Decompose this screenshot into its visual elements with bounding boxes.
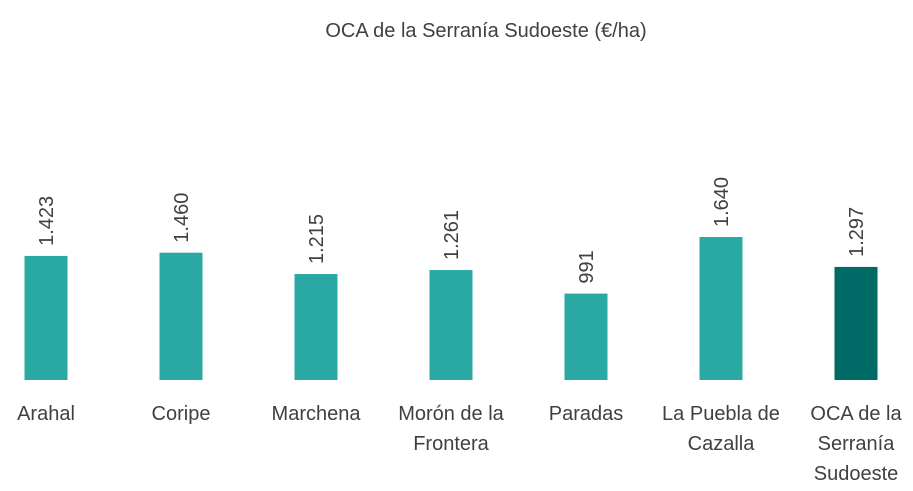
chart-title: OCA de la Serranía Sudoeste (€/ha) <box>325 20 646 42</box>
data-label: 1.215 <box>306 214 328 264</box>
data-label: 991 <box>576 250 598 283</box>
bar <box>159 252 203 380</box>
x-tick-label: OCA de la Serranía Sudoeste <box>810 403 902 485</box>
data-label: 1.640 <box>711 177 733 227</box>
data-label: 1.261 <box>441 210 463 260</box>
x-tick-label: Paradas <box>548 403 624 425</box>
bar <box>699 237 743 380</box>
data-label: 1.460 <box>171 193 193 243</box>
bar <box>294 274 338 380</box>
bar <box>24 255 68 380</box>
bar <box>564 293 608 380</box>
bar <box>429 270 473 380</box>
x-tick-label: Marchena <box>271 403 361 425</box>
bar <box>834 266 878 380</box>
x-tick-label: La Puebla de Cazalla <box>662 403 780 455</box>
x-tick-label: Morón de la Frontera <box>398 403 504 455</box>
x-tick-label: Arahal <box>17 403 75 425</box>
x-tick-label: Coripe <box>151 403 211 425</box>
data-label: 1.297 <box>846 207 868 257</box>
data-label: 1.423 <box>36 196 58 246</box>
